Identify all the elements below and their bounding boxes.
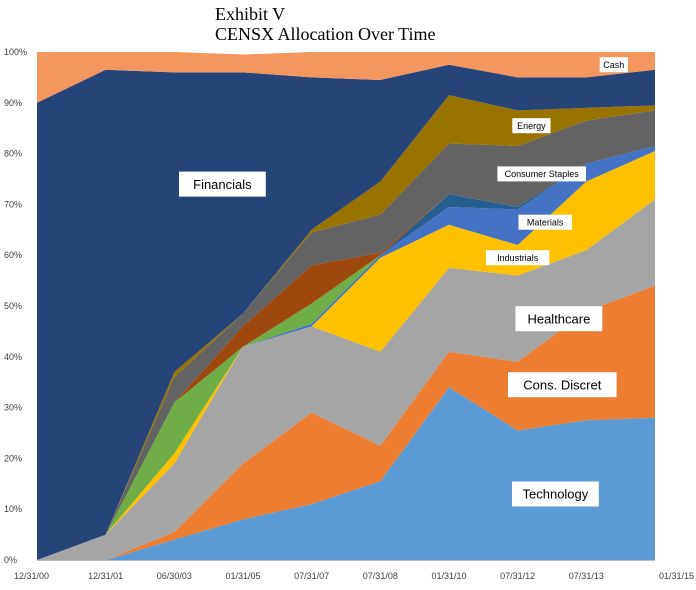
label-cash: Cash (599, 57, 628, 73)
label-box (518, 214, 572, 230)
y-tick-label: 10% (4, 504, 22, 514)
y-tick-label: 100% (4, 47, 27, 57)
y-tick-label: 30% (4, 403, 22, 413)
x-axis-tick-labels: 12/31/00 12/31/01 06/30/03 01/31/05 07/31/07… (14, 571, 694, 581)
x-tick-label: 07/31/13 (569, 571, 604, 581)
y-tick-label: 60% (4, 250, 22, 260)
x-tick-label: 07/31/08 (363, 571, 398, 581)
label-text: Cash (603, 60, 624, 70)
y-tick-label: 70% (4, 199, 22, 209)
label-text: Industrials (497, 253, 539, 263)
label-text: Financials (193, 177, 252, 192)
x-tick-label: 07/31/12 (500, 571, 535, 581)
label-industrials: Industrials (485, 250, 550, 266)
x-tick-label: 12/31/00 (14, 571, 49, 581)
label-text: Healthcare (527, 311, 590, 326)
y-axis-tick-labels: 0% 10% 20% 30% 40% 50% 60% 70% 80% 90% 100% (4, 47, 27, 565)
x-tick-label: 06/30/03 (157, 571, 192, 581)
area-consumer-staples (37, 110, 655, 561)
x-tick-label: 12/31/01 (88, 571, 123, 581)
x-tick-label: 01/31/05 (225, 571, 260, 581)
label-healthcare: Healthcare (515, 306, 603, 332)
label-box (497, 166, 586, 182)
area-cash (37, 52, 655, 103)
label-text: Technology (523, 487, 589, 502)
label-box (485, 250, 550, 266)
label-box (508, 372, 617, 398)
label-box (512, 118, 551, 134)
label-box (599, 57, 628, 73)
label-text: Materials (527, 217, 564, 227)
area-technology (37, 387, 655, 560)
label-text: Energy (517, 121, 546, 131)
label-energy: Energy (512, 118, 551, 134)
label-text: Cons. Discret (523, 377, 601, 392)
y-tick-label: 80% (4, 149, 22, 159)
label-box (512, 481, 599, 507)
label-consumer-staples: Consumer Staples (497, 166, 586, 182)
chart-subtitle: CENSX Allocation Over Time (215, 24, 436, 44)
y-tick-label: 40% (4, 352, 22, 362)
area-healthcare (37, 199, 655, 560)
y-tick-label: 50% (4, 301, 22, 311)
label-financials: Financials (179, 171, 266, 197)
y-tick-label: 20% (4, 453, 22, 463)
label-box (515, 306, 603, 332)
y-tick-label: 0% (4, 555, 17, 565)
y-tick-label: 90% (4, 98, 22, 108)
area-labels: Financials Energy Consumer Staples Material… (179, 57, 628, 507)
chart-title: Exhibit V (215, 4, 285, 24)
label-materials: Materials (518, 214, 572, 230)
x-tick-label: 01/31/10 (431, 571, 466, 581)
label-technology: Technology (512, 481, 599, 507)
x-tick-label: 01/31/15 (659, 571, 694, 581)
label-box (179, 171, 266, 197)
x-tick-label: 07/31/07 (294, 571, 329, 581)
label-text: Consumer Staples (505, 169, 580, 179)
label-cons-discret: Cons. Discret (508, 372, 617, 398)
